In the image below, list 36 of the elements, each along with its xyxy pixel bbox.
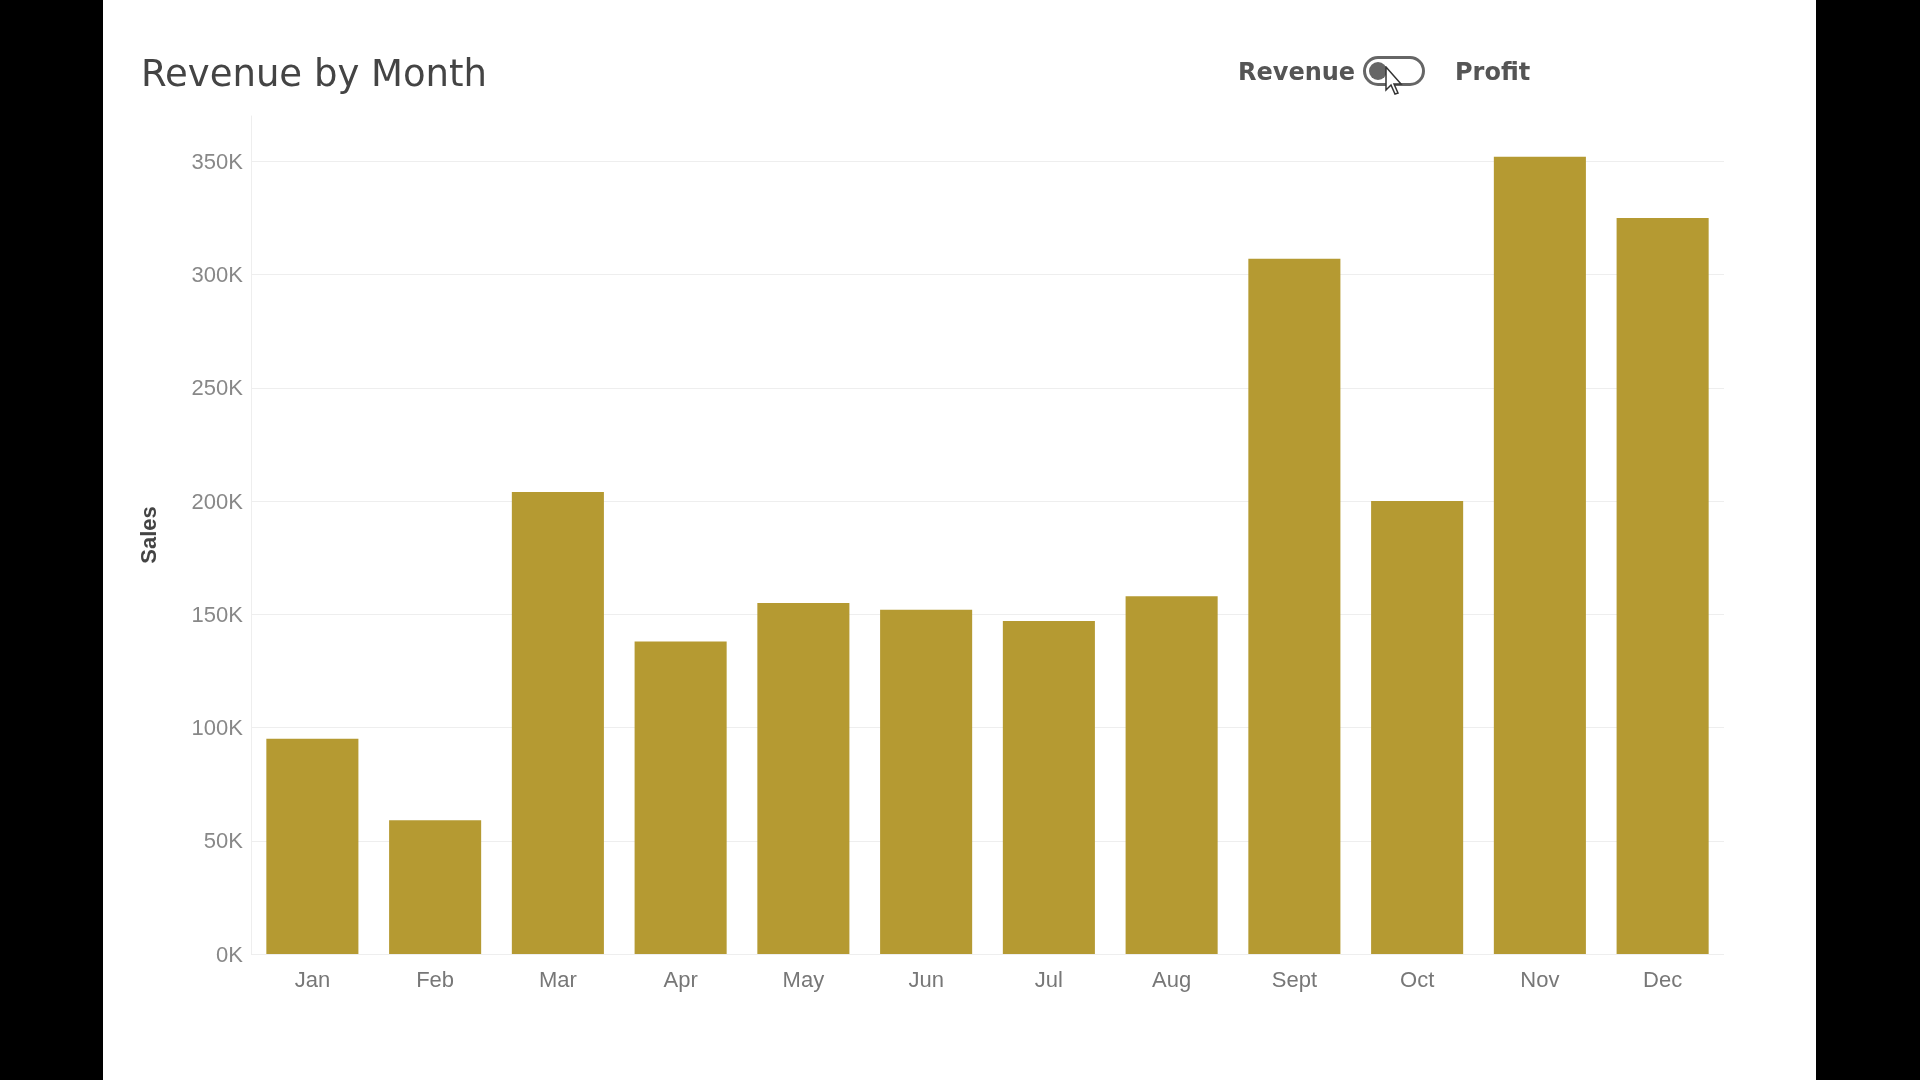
y-axis-title: Sales	[135, 506, 161, 564]
x-tick-label: Oct	[1400, 966, 1435, 992]
bar	[389, 820, 482, 954]
x-tick-label: Mar	[538, 966, 577, 992]
x-tick-label: Aug	[1152, 966, 1192, 992]
y-tick-label: 150K	[191, 601, 244, 627]
y-tick-label: 200K	[191, 488, 244, 514]
x-tick-label: Dec	[1643, 966, 1683, 992]
x-tick-label: Jan	[294, 966, 331, 992]
bar	[757, 602, 850, 954]
x-tick-label: Jul	[1034, 966, 1063, 992]
chart-title: Revenue by Month	[141, 52, 488, 95]
x-tick-label: Feb	[416, 966, 455, 992]
y-tick-label: 250K	[191, 375, 244, 401]
x-tick-label: May	[782, 966, 825, 992]
bar	[1125, 596, 1218, 954]
y-tick-label: 350K	[191, 148, 244, 174]
x-tick-label: Jun	[908, 966, 944, 992]
bar	[1248, 258, 1341, 954]
text: Profit	[1455, 58, 1531, 86]
x-tick-label: Nov	[1520, 966, 1560, 992]
bar	[266, 738, 359, 954]
bar	[880, 609, 973, 954]
bar	[1616, 217, 1709, 954]
text: Revenue	[1238, 58, 1356, 86]
bar	[1002, 621, 1095, 954]
bar	[1493, 156, 1586, 954]
x-tick-label: Sept	[1271, 966, 1318, 992]
y-tick-label: 100K	[191, 715, 244, 741]
x-tick-label: Apr	[663, 966, 698, 992]
y-tick-label: 0K	[216, 941, 244, 967]
bar	[634, 641, 727, 954]
y-tick-label: 50K	[203, 828, 244, 854]
bar	[511, 491, 604, 954]
y-tick-label: 300K	[191, 262, 244, 288]
bar	[1371, 501, 1464, 954]
